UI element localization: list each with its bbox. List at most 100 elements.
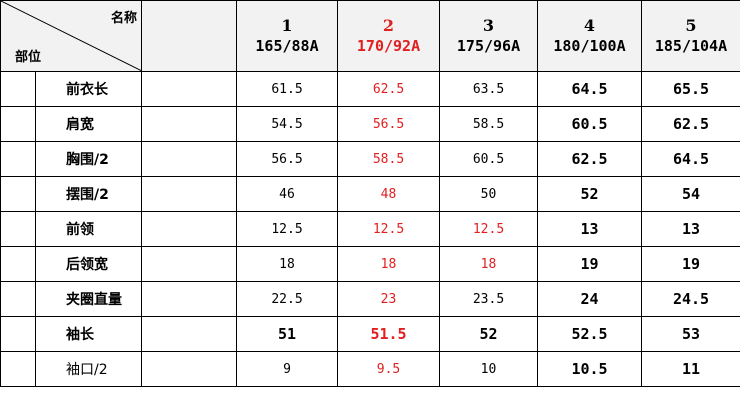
value-cell: 13 (641, 211, 740, 247)
value-cell: 23.5 (439, 281, 538, 317)
value-cell: 56.5 (236, 141, 338, 177)
size-header-3: 3 175/96A (439, 0, 538, 72)
value-cell: 54 (641, 176, 740, 212)
empty-cell (141, 71, 237, 107)
value-cell: 19 (537, 246, 642, 282)
empty-header-cell (141, 0, 237, 72)
part-name-cell: 胸围/2 (35, 141, 142, 177)
table-row: 肩宽 54.5 56.5 58.5 60.5 62.5 (0, 106, 740, 142)
size-header-2: 2 170/92A (337, 0, 440, 72)
row-gutter-cell (0, 316, 36, 352)
value-cell: 12.5 (439, 211, 538, 247)
row-gutter-cell (0, 176, 36, 212)
row-gutter-cell (0, 351, 36, 387)
row-gutter-cell (0, 71, 36, 107)
value-cell: 62.5 (641, 106, 740, 142)
part-name-cell: 肩宽 (35, 106, 142, 142)
value-cell: 10 (439, 351, 538, 387)
value-cell: 24 (537, 281, 642, 317)
empty-cell (141, 316, 237, 352)
value-cell: 64.5 (641, 141, 740, 177)
value-cell: 46 (236, 176, 338, 212)
value-cell: 9 (236, 351, 338, 387)
diagonal-line (1, 1, 141, 71)
value-cell: 12.5 (236, 211, 338, 247)
value-cell: 9.5 (337, 351, 440, 387)
empty-cell (141, 351, 237, 387)
value-cell: 63.5 (439, 71, 538, 107)
row-gutter-cell (0, 281, 36, 317)
size-code: 165/88A (255, 37, 319, 55)
table-row: 后领宽 18 18 18 19 19 (0, 246, 740, 282)
part-label: 部位 (15, 50, 42, 65)
value-cell: 50 (439, 176, 538, 212)
value-cell: 56.5 (337, 106, 440, 142)
value-cell: 51.5 (337, 316, 440, 352)
value-cell: 11 (641, 351, 740, 387)
value-cell: 12.5 (337, 211, 440, 247)
part-name-cell: 袖长 (35, 316, 142, 352)
table-row: 前衣长 61.5 62.5 63.5 64.5 65.5 (0, 71, 740, 107)
value-cell: 54.5 (236, 106, 338, 142)
size-code: 185/104A (654, 37, 728, 55)
part-name-cell: 前衣长 (35, 71, 142, 107)
size-code: 175/96A (456, 37, 521, 55)
name-label: 名称 (110, 11, 137, 26)
value-cell: 18 (337, 246, 440, 282)
table-row: 袖口/2 9 9.5 10 10.5 11 (0, 351, 740, 387)
empty-cell (141, 281, 237, 317)
value-cell: 22.5 (236, 281, 338, 317)
size-header-5: 5 185/104A (641, 0, 740, 72)
size-number: 2 (382, 16, 395, 35)
value-cell: 24.5 (641, 281, 740, 317)
row-gutter-cell (0, 246, 36, 282)
header-row: 名称 部位 1 165/88A 2 170/92A 3 175/96A 4 180/100A 5… (0, 0, 740, 72)
value-cell: 53 (641, 316, 740, 352)
size-chart-table: 名称 部位 1 165/88A 2 170/92A 3 175/96A 4 180/100A 5… (0, 0, 740, 387)
value-cell: 52 (439, 316, 538, 352)
table-row: 前领 12.5 12.5 12.5 13 13 (0, 211, 740, 247)
part-name-cell: 后领宽 (35, 246, 142, 282)
table-row: 胸围/2 56.5 58.5 60.5 62.5 64.5 (0, 141, 740, 177)
value-cell: 19 (641, 246, 740, 282)
row-gutter-cell (0, 211, 36, 247)
value-cell: 10.5 (537, 351, 642, 387)
part-name-cell: 夹圈直量 (35, 281, 142, 317)
row-gutter-cell (0, 106, 36, 142)
part-name-cell: 摆围/2 (35, 176, 142, 212)
empty-cell (141, 246, 237, 282)
empty-cell (141, 211, 237, 247)
value-cell: 61.5 (236, 71, 338, 107)
size-code: 170/92A (356, 37, 421, 55)
value-cell: 62.5 (537, 141, 642, 177)
value-cell: 52 (537, 176, 642, 212)
value-cell: 18 (439, 246, 538, 282)
size-code: 180/100A (553, 37, 626, 55)
value-cell: 58.5 (337, 141, 440, 177)
part-name-cell: 袖口/2 (35, 351, 142, 387)
empty-cell (141, 141, 237, 177)
value-cell: 48 (337, 176, 440, 212)
value-cell: 65.5 (641, 71, 740, 107)
part-name-cell: 前领 (35, 211, 142, 247)
table-row: 袖长 51 51.5 52 52.5 53 (0, 316, 740, 352)
value-cell: 64.5 (537, 71, 642, 107)
value-cell: 13 (537, 211, 642, 247)
value-cell: 60.5 (439, 141, 538, 177)
size-header-4: 4 180/100A (537, 0, 642, 72)
size-number: 3 (482, 16, 495, 35)
value-cell: 18 (236, 246, 338, 282)
size-number: 4 (583, 16, 596, 35)
size-number: 1 (281, 16, 293, 35)
table-row: 夹圈直量 22.5 23 23.5 24 24.5 (0, 281, 740, 317)
size-number: 5 (685, 16, 697, 35)
diagonal-header-cell: 名称 部位 (0, 0, 142, 72)
empty-cell (141, 106, 237, 142)
value-cell: 23 (337, 281, 440, 317)
value-cell: 51 (236, 316, 338, 352)
size-header-1: 1 165/88A (236, 0, 338, 72)
value-cell: 58.5 (439, 106, 538, 142)
row-gutter-cell (0, 141, 36, 177)
value-cell: 62.5 (337, 71, 440, 107)
table-row: 摆围/2 46 48 50 52 54 (0, 176, 740, 212)
